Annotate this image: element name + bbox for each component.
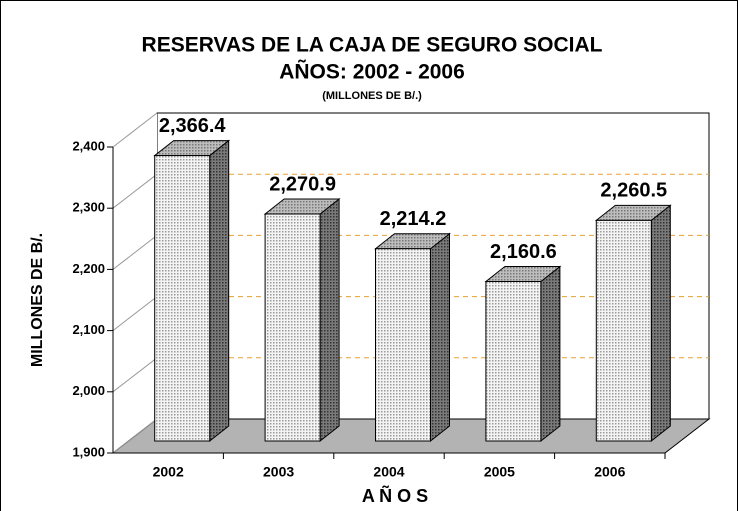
- bar: [485, 281, 542, 442]
- value-label: 2,270.9: [269, 173, 336, 195]
- x-tick-label: 2004: [373, 464, 404, 480]
- side-grid-line: [112, 235, 158, 270]
- bar-side: [430, 232, 450, 443]
- bar: [375, 248, 431, 442]
- chart-note: (MILLONES DE B/.): [322, 90, 422, 102]
- x-tick-label: 2006: [594, 464, 625, 480]
- bar-side: [650, 204, 671, 443]
- x-tick-label: 2002: [153, 464, 184, 480]
- x-axis-label: A Ñ O S: [362, 485, 428, 506]
- bar: [154, 155, 211, 442]
- y-tick-label: 2,100: [72, 322, 105, 337]
- value-label: 2,160.6: [490, 241, 557, 263]
- y-tick-label: 1,900: [72, 444, 105, 459]
- side-grid-line: [112, 296, 158, 331]
- y-tick-label: 2,400: [72, 138, 105, 153]
- y-tick-label: 2,300: [72, 200, 105, 215]
- bar-side: [319, 197, 340, 443]
- x-tick-label: 2005: [484, 464, 515, 480]
- y-axis-label: MILLONES DE B/.: [29, 233, 46, 367]
- bar: [264, 213, 321, 442]
- bar: [595, 219, 652, 442]
- y-tick-label: 2,200: [72, 261, 105, 276]
- y-tick-label: 2,000: [72, 383, 105, 398]
- side-grid-line: [112, 418, 158, 454]
- chart-title: RESERVAS DE LA CAJA DE SEGURO SOCIAL: [142, 34, 603, 57]
- bar-side: [209, 139, 230, 443]
- value-label: 2,260.5: [600, 180, 667, 202]
- side-grid-line: [112, 173, 158, 209]
- side-grid-line: [112, 112, 158, 148]
- chart-subtitle: AÑOS: 2002 - 2006: [279, 61, 465, 84]
- bar-side: [540, 265, 561, 443]
- x-tick-label: 2003: [263, 464, 294, 480]
- side-wall: [113, 113, 157, 453]
- value-label: 2,214.2: [380, 208, 447, 230]
- value-label: 2,366.4: [159, 115, 227, 137]
- side-grid-line: [112, 357, 158, 393]
